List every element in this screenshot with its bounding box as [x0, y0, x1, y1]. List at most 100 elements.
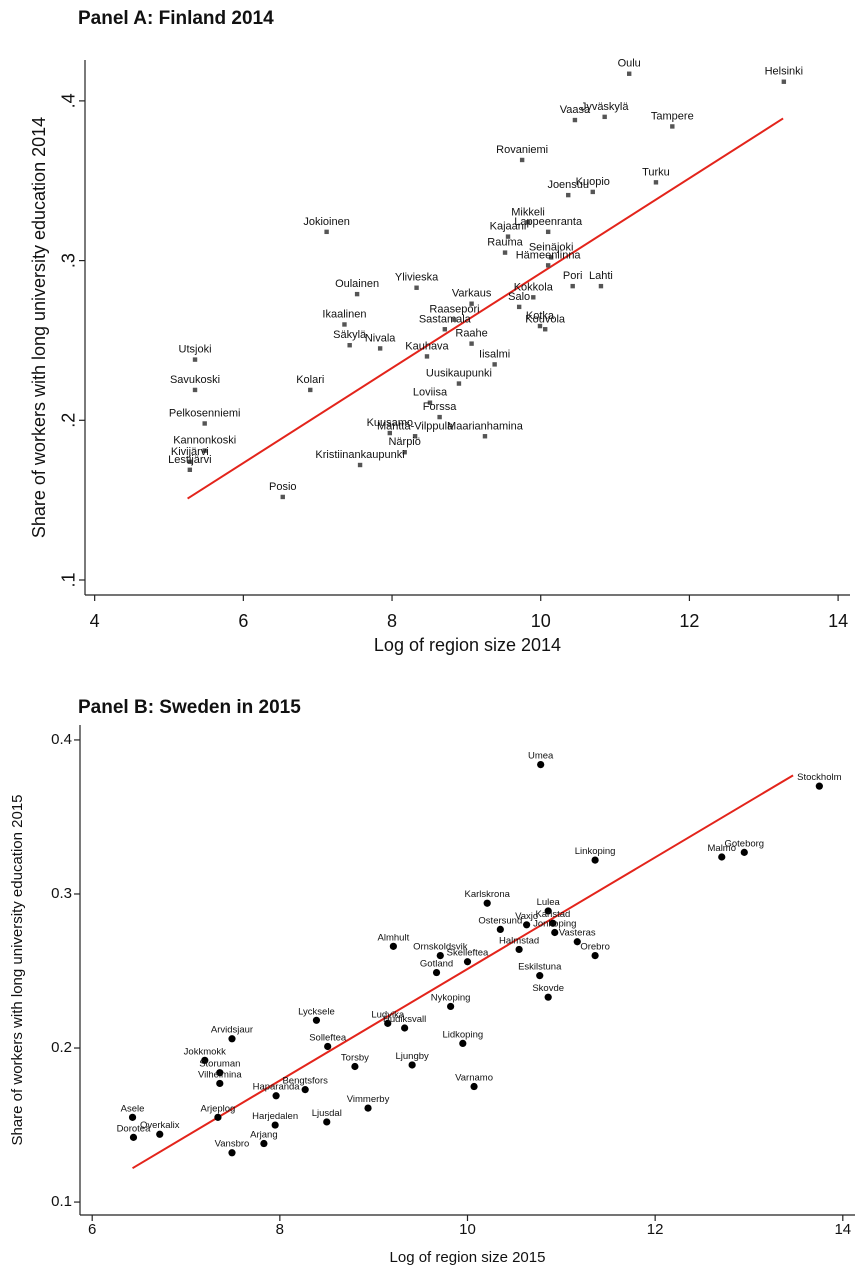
point	[347, 343, 352, 348]
x-tick-label: 4	[90, 611, 100, 631]
point-label: Pelkosenniemi	[169, 407, 241, 419]
point	[516, 304, 522, 310]
point-label: Rauma	[487, 237, 523, 249]
point-label: Vaxjo	[515, 911, 538, 922]
point	[412, 434, 418, 439]
point-label: Kristiinankaupunki	[315, 449, 404, 461]
point	[566, 192, 571, 198]
point-label: Savukoski	[170, 374, 220, 386]
point-label: Maarianhamina	[447, 420, 524, 432]
point-label: Joensuu	[547, 179, 589, 191]
point-label: Haparanda	[253, 1082, 301, 1093]
point	[427, 400, 433, 405]
point-label: Goteborg	[724, 838, 764, 849]
point-label: Salo	[508, 291, 530, 303]
point	[531, 295, 536, 300]
point	[815, 782, 823, 790]
point-label: Linkoping	[575, 846, 616, 857]
point	[324, 1042, 332, 1051]
point	[470, 1082, 478, 1091]
point	[544, 993, 552, 1001]
y-tick-label: 0.4	[51, 731, 72, 748]
point-label: Varnamo	[455, 1072, 493, 1083]
point	[536, 972, 544, 980]
x-tick-label: 8	[276, 1221, 284, 1238]
point-label: Hudiksvall	[383, 1014, 426, 1025]
point	[537, 323, 543, 329]
point-label: Loviisa	[413, 387, 448, 399]
point	[424, 354, 430, 359]
point-label: Ikaalinen	[322, 308, 366, 320]
point-label: Kokkola	[514, 281, 554, 293]
point	[502, 250, 508, 255]
point	[202, 421, 207, 426]
point	[483, 899, 491, 907]
point-label: Varkaus	[452, 288, 492, 300]
point	[551, 928, 559, 937]
point-label: Raahe	[455, 328, 487, 340]
point	[570, 283, 575, 289]
point	[308, 387, 313, 393]
point	[301, 1086, 309, 1094]
point-label: Oulainen	[335, 278, 379, 290]
point-label: Vasteras	[559, 928, 596, 939]
point-label: Umea	[528, 751, 554, 762]
y-tick-label: 0.1	[51, 1193, 72, 1210]
point	[387, 430, 393, 436]
point	[364, 1104, 372, 1112]
point-label: Karlstad	[535, 909, 570, 920]
point	[598, 283, 604, 289]
y-axis-title: Share of workers with long university ed…	[9, 794, 26, 1145]
point-label: Kuopio	[576, 176, 610, 188]
point-label: Lahti	[589, 270, 613, 282]
point	[469, 301, 474, 306]
point-label: Arvidsjaur	[211, 1025, 253, 1036]
point-label: Ornskoldsvik	[413, 942, 468, 953]
x-tick-label: 14	[828, 611, 848, 631]
point-label: Stockholm	[797, 772, 841, 783]
point-label: Lidkoping	[442, 1029, 483, 1040]
point-label: Nykoping	[431, 992, 471, 1003]
panel-title: Panel B: Sweden in 2015	[78, 697, 301, 718]
point	[436, 951, 444, 960]
x-tick-label: 6	[88, 1221, 96, 1238]
point-label: Skovde	[532, 983, 564, 994]
point-label: Sastamala	[419, 313, 472, 325]
point	[781, 79, 787, 84]
point	[351, 1062, 359, 1071]
point-label: Overkalix	[140, 1120, 180, 1131]
point	[271, 1121, 279, 1129]
point-label: Pori	[563, 270, 583, 282]
point	[187, 467, 193, 472]
x-tick-label: 12	[679, 611, 699, 631]
point-label: Solleftea	[309, 1032, 347, 1043]
point-label: Utsjoki	[179, 344, 212, 356]
point	[442, 327, 448, 332]
point	[548, 255, 554, 260]
point-label: Kotka	[526, 310, 555, 322]
point	[324, 229, 329, 235]
point-label: Forssa	[423, 401, 458, 413]
x-axis-title: Log of region size 2015	[390, 1249, 546, 1266]
point	[342, 322, 347, 327]
point	[228, 1035, 236, 1043]
point	[549, 919, 557, 927]
point-label: Arjeplog	[200, 1103, 235, 1114]
point-label: Lestijärvi	[168, 454, 211, 466]
point-label: Närpiö	[388, 436, 420, 448]
point-label: Lycksele	[298, 1006, 335, 1017]
point	[537, 760, 545, 769]
point-label: Hämeenlinna	[516, 249, 582, 261]
point	[156, 1130, 164, 1138]
point	[437, 414, 442, 420]
point	[129, 1133, 138, 1141]
x-tick-label: 10	[531, 611, 551, 631]
point	[544, 907, 552, 915]
point-label: Kajaani	[490, 221, 527, 233]
fit-line	[132, 774, 794, 1170]
point-label: Posio	[269, 481, 297, 493]
point-label: Malmo	[708, 843, 737, 854]
point-label: Rovaniemi	[496, 144, 548, 156]
x-tick-label: 14	[834, 1221, 851, 1238]
